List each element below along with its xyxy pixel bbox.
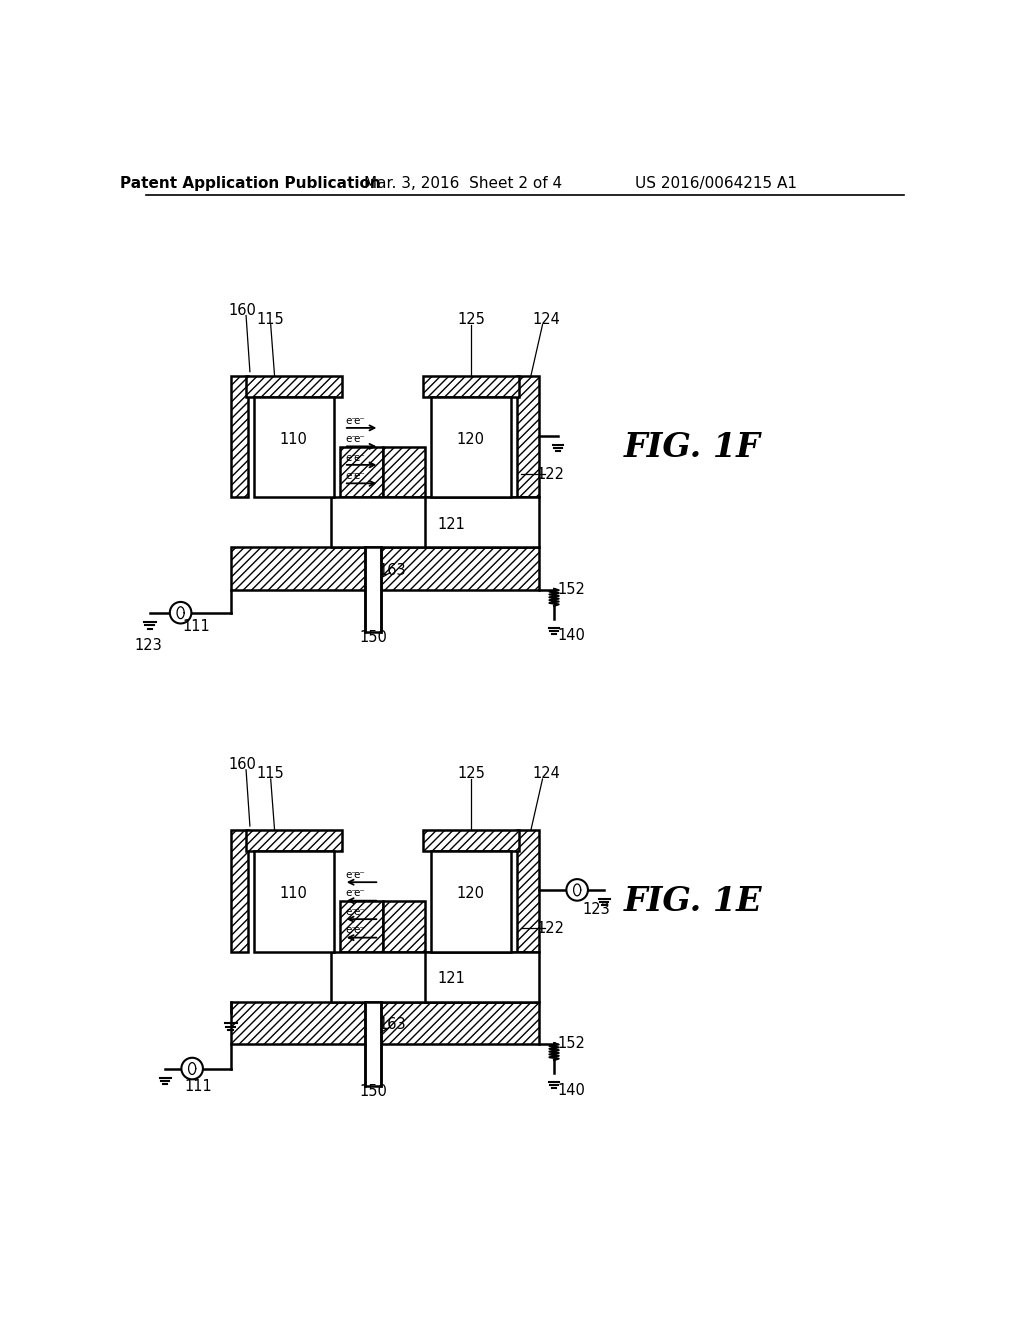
Bar: [366, 1002, 381, 1086]
Bar: [246, 376, 342, 397]
Text: 163: 163: [379, 1018, 407, 1032]
Text: US 2016/0064215 A1: US 2016/0064215 A1: [635, 176, 797, 190]
Bar: [383, 902, 425, 952]
Text: e⁻: e⁻: [353, 870, 365, 880]
Text: 122: 122: [537, 921, 564, 936]
Bar: [340, 447, 383, 498]
Text: Mar. 3, 2016  Sheet 2 of 4: Mar. 3, 2016 Sheet 2 of 4: [365, 176, 562, 190]
Bar: [423, 830, 518, 851]
Bar: [331, 498, 526, 548]
Text: 140: 140: [557, 1082, 585, 1098]
Bar: [431, 397, 511, 498]
Text: 121: 121: [437, 972, 466, 986]
Bar: [254, 397, 334, 498]
Text: 111: 111: [184, 1078, 212, 1094]
Text: e⁻: e⁻: [345, 471, 357, 480]
Text: 125: 125: [457, 312, 484, 327]
Text: e⁻: e⁻: [345, 453, 357, 462]
Circle shape: [566, 879, 588, 900]
Text: 115: 115: [257, 766, 285, 781]
Text: 160: 160: [228, 756, 256, 772]
Text: e⁻: e⁻: [353, 453, 365, 462]
Text: e⁻: e⁻: [353, 471, 365, 480]
Text: FIG. 1F: FIG. 1F: [625, 430, 761, 463]
Bar: [230, 548, 539, 590]
Bar: [340, 902, 383, 952]
Bar: [425, 952, 539, 1002]
Text: 120: 120: [457, 886, 485, 902]
Text: e⁻: e⁻: [345, 870, 357, 880]
Bar: [366, 548, 381, 632]
Text: e⁻: e⁻: [353, 416, 365, 425]
Text: e⁻: e⁻: [353, 434, 365, 444]
Text: Patent Application Publication: Patent Application Publication: [120, 176, 380, 190]
Bar: [383, 447, 425, 498]
Text: e⁻: e⁻: [345, 434, 357, 444]
Bar: [431, 851, 511, 952]
Bar: [254, 851, 334, 952]
Text: 125: 125: [457, 766, 484, 781]
Text: 115: 115: [257, 312, 285, 327]
Bar: [230, 1002, 539, 1044]
Text: 163: 163: [379, 562, 407, 578]
Text: 110: 110: [280, 432, 308, 447]
Bar: [517, 376, 539, 498]
Bar: [423, 376, 518, 397]
Bar: [331, 952, 526, 1002]
Text: 160: 160: [228, 302, 256, 318]
Bar: [230, 376, 248, 498]
Text: FIG. 1E: FIG. 1E: [624, 884, 762, 917]
Text: e⁻: e⁻: [353, 925, 365, 936]
Circle shape: [170, 602, 191, 623]
Text: e⁻: e⁻: [353, 907, 365, 917]
Text: 111: 111: [182, 619, 210, 634]
Text: 122: 122: [537, 466, 564, 482]
Text: 150: 150: [359, 630, 387, 645]
Bar: [425, 498, 539, 548]
Text: e⁻: e⁻: [345, 416, 357, 425]
Text: 152: 152: [557, 1036, 585, 1052]
Text: e⁻: e⁻: [353, 888, 365, 899]
Text: 120: 120: [457, 432, 485, 447]
Text: 123: 123: [134, 638, 162, 652]
Text: 152: 152: [557, 582, 585, 597]
Circle shape: [181, 1057, 203, 1080]
Text: 121: 121: [437, 516, 466, 532]
Bar: [230, 830, 248, 952]
Bar: [517, 830, 539, 952]
Text: e⁻: e⁻: [345, 925, 357, 936]
Bar: [246, 830, 342, 851]
Text: 140: 140: [557, 628, 585, 643]
Text: 110: 110: [280, 886, 308, 902]
Text: 123: 123: [583, 902, 610, 916]
Text: 124: 124: [532, 766, 560, 781]
Text: e⁻: e⁻: [345, 907, 357, 917]
Text: 150: 150: [359, 1084, 387, 1100]
Text: 124: 124: [532, 312, 560, 327]
Text: e⁻: e⁻: [345, 888, 357, 899]
